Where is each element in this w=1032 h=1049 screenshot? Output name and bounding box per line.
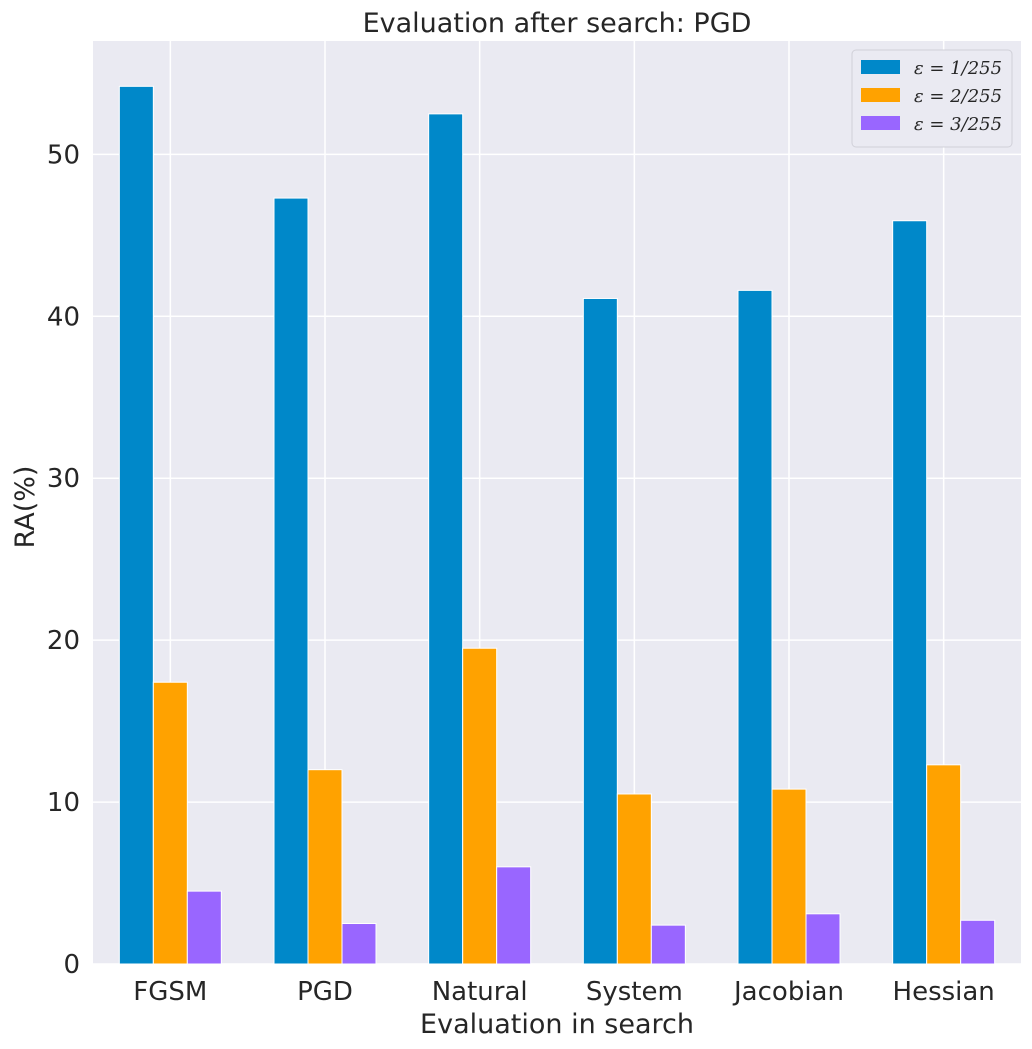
y-tick-label: 10: [47, 788, 80, 818]
bar-pgd-series-1: [273, 197, 309, 965]
bar-fgsm-series-3: [186, 890, 222, 965]
x-tick-label: PGD: [297, 977, 353, 1007]
y-axis-ticks: 0 10 20 30 40 50: [47, 140, 80, 980]
bar-jacobian-series-1: [737, 289, 773, 965]
x-tick-label: FGSM: [133, 977, 207, 1007]
bar-hessian-series-2: [926, 764, 962, 965]
legend-swatch: [861, 88, 900, 102]
legend-label: ε = 2/255: [914, 86, 1002, 107]
legend: ε = 1/255 ε = 2/255 ε = 3/255: [851, 49, 1013, 148]
legend-swatch: [861, 60, 900, 74]
bars: [118, 85, 996, 965]
legend-label: ε = 3/255: [914, 114, 1002, 135]
y-tick-label: 20: [47, 626, 80, 656]
y-tick-label: 0: [63, 950, 80, 980]
y-tick-label: 50: [47, 140, 80, 170]
x-tick-label: Hessian: [893, 977, 995, 1007]
bar-natural-series-3: [496, 866, 532, 965]
plot-area: [93, 41, 1021, 964]
x-tick-label: Natural: [432, 977, 528, 1007]
x-tick-label: System: [586, 977, 683, 1007]
bar-fgsm-series-2: [152, 681, 188, 965]
legend-label: ε = 1/255: [914, 58, 1002, 79]
bar-system-series-3: [650, 924, 686, 965]
y-axis-label: RA(%): [10, 466, 41, 549]
bar-natural-series-1: [428, 113, 464, 965]
bar-jacobian-series-3: [805, 913, 841, 965]
y-tick-label: 40: [47, 302, 80, 332]
chart-title: Evaluation after search: PGD: [363, 8, 752, 39]
bar-system-series-1: [582, 297, 618, 965]
legend-swatch: [861, 116, 900, 130]
bar-system-series-2: [616, 793, 652, 965]
bar-pgd-series-3: [341, 923, 377, 965]
bar-jacobian-series-2: [771, 788, 807, 965]
x-axis-ticks: FGSM PGD Natural System Jacobian Hessian: [133, 977, 994, 1007]
x-axis-label: Evaluation in search: [420, 1009, 694, 1040]
bar-natural-series-2: [462, 647, 498, 965]
bar-hessian-series-3: [960, 919, 996, 965]
bar-hessian-series-1: [892, 220, 928, 965]
y-tick-label: 30: [47, 464, 80, 494]
x-tick-label: Jacobian: [732, 977, 844, 1007]
bar-pgd-series-2: [307, 769, 343, 965]
bar-fgsm-series-1: [118, 85, 154, 965]
